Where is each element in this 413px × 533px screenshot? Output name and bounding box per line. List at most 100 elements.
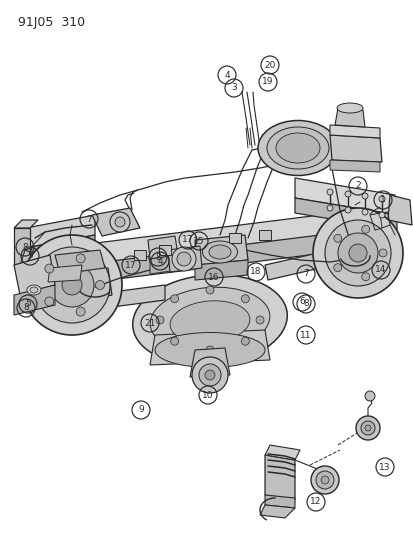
Polygon shape [14, 255, 55, 295]
Ellipse shape [209, 245, 230, 259]
Polygon shape [15, 215, 95, 250]
Polygon shape [147, 236, 178, 259]
Polygon shape [168, 246, 202, 272]
Polygon shape [264, 455, 294, 500]
Text: 11: 11 [299, 330, 311, 340]
Text: 20: 20 [263, 61, 275, 69]
Circle shape [45, 264, 54, 273]
Polygon shape [55, 250, 105, 274]
Circle shape [361, 209, 367, 215]
Circle shape [333, 264, 341, 272]
Polygon shape [195, 260, 247, 280]
Text: 12: 12 [310, 497, 321, 506]
Text: 14: 14 [375, 265, 386, 274]
Circle shape [315, 471, 333, 489]
Circle shape [62, 275, 82, 295]
Circle shape [50, 263, 94, 307]
Circle shape [333, 235, 341, 243]
Circle shape [206, 346, 214, 354]
Circle shape [170, 295, 178, 303]
Polygon shape [329, 135, 381, 162]
Circle shape [76, 254, 85, 263]
Text: 17: 17 [182, 236, 193, 245]
Circle shape [361, 225, 369, 233]
Text: 8: 8 [23, 303, 29, 312]
Ellipse shape [27, 285, 41, 295]
Ellipse shape [336, 103, 362, 113]
Polygon shape [14, 220, 38, 228]
Text: 7: 7 [86, 214, 92, 223]
Circle shape [76, 307, 85, 316]
Circle shape [326, 205, 332, 211]
Text: 18: 18 [249, 268, 261, 277]
Circle shape [95, 280, 104, 289]
Text: 21: 21 [144, 319, 155, 327]
Circle shape [204, 370, 214, 380]
Circle shape [326, 189, 332, 195]
Circle shape [206, 286, 214, 294]
Polygon shape [15, 235, 95, 265]
Text: 15: 15 [193, 237, 204, 246]
Polygon shape [82, 268, 112, 300]
Polygon shape [294, 198, 396, 230]
Text: 5: 5 [27, 252, 33, 261]
Polygon shape [134, 250, 146, 260]
Text: 7: 7 [302, 270, 308, 279]
Text: 10: 10 [202, 391, 213, 400]
Circle shape [170, 337, 178, 345]
Circle shape [355, 416, 379, 440]
Circle shape [192, 357, 228, 393]
Polygon shape [334, 108, 364, 127]
Circle shape [361, 193, 367, 199]
Polygon shape [14, 285, 55, 315]
Ellipse shape [133, 274, 287, 365]
Circle shape [199, 364, 221, 386]
Circle shape [337, 233, 377, 273]
Text: 19: 19 [261, 77, 273, 86]
Ellipse shape [332, 238, 362, 278]
Circle shape [45, 297, 54, 306]
Text: 6: 6 [299, 297, 304, 306]
Text: 8: 8 [22, 243, 28, 252]
Text: 16: 16 [208, 272, 219, 281]
Ellipse shape [30, 287, 38, 293]
Polygon shape [294, 178, 396, 215]
Polygon shape [259, 230, 271, 240]
Circle shape [110, 212, 130, 232]
Circle shape [378, 249, 386, 257]
Circle shape [324, 220, 390, 286]
Text: 13: 13 [378, 463, 390, 472]
Polygon shape [264, 248, 341, 280]
Ellipse shape [154, 333, 264, 367]
Text: 1: 1 [379, 196, 385, 205]
Text: 5: 5 [25, 300, 31, 309]
Polygon shape [150, 255, 178, 274]
Ellipse shape [202, 241, 237, 263]
Text: 4: 4 [157, 256, 162, 265]
Circle shape [177, 252, 190, 266]
Text: 9: 9 [138, 406, 144, 415]
Polygon shape [387, 195, 411, 225]
Ellipse shape [80, 266, 110, 306]
Circle shape [156, 316, 164, 324]
Circle shape [348, 244, 366, 262]
Text: 8: 8 [155, 253, 161, 262]
Circle shape [364, 391, 374, 401]
Circle shape [364, 425, 370, 431]
Polygon shape [92, 208, 140, 236]
Text: 3: 3 [230, 84, 236, 93]
Ellipse shape [275, 133, 319, 163]
Circle shape [361, 273, 369, 281]
Circle shape [241, 295, 249, 303]
Circle shape [34, 247, 110, 323]
Text: 2: 2 [354, 182, 360, 190]
Ellipse shape [266, 127, 328, 169]
Circle shape [344, 207, 350, 213]
Text: 4: 4 [224, 70, 229, 79]
Polygon shape [329, 160, 379, 172]
Circle shape [255, 316, 263, 324]
Polygon shape [14, 228, 30, 265]
Circle shape [310, 466, 338, 494]
Circle shape [378, 196, 384, 202]
Ellipse shape [150, 287, 269, 353]
